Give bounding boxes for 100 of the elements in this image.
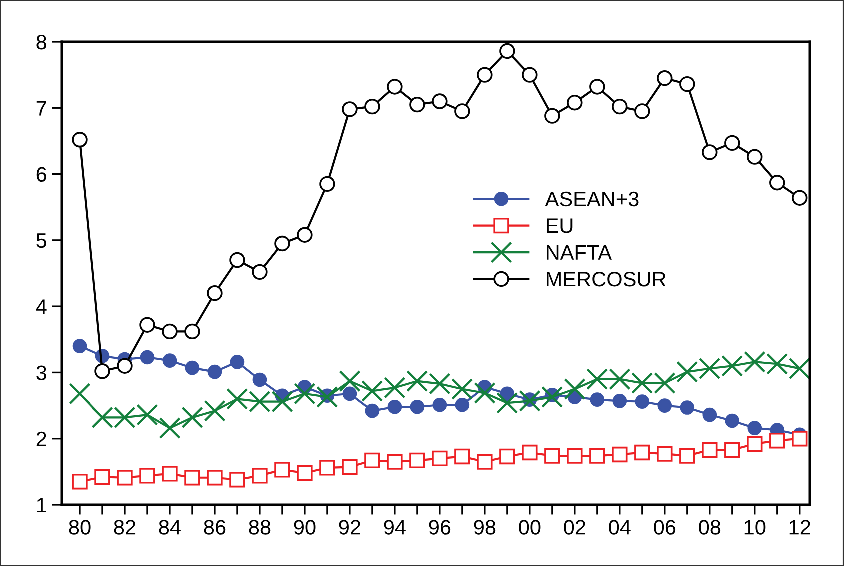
point <box>117 358 133 374</box>
point <box>634 104 650 120</box>
point <box>500 448 516 465</box>
point <box>590 448 606 464</box>
x-tick-label: 06 <box>654 520 676 535</box>
point <box>387 79 403 95</box>
point <box>339 370 361 392</box>
point <box>658 398 672 413</box>
x-tick-label: 82 <box>114 520 136 535</box>
point <box>612 98 628 115</box>
point <box>72 132 88 148</box>
point <box>252 372 268 388</box>
point <box>477 454 493 470</box>
x-tick-label: 86 <box>204 520 226 535</box>
x-tick-label: 92 <box>339 520 360 535</box>
point <box>230 472 246 488</box>
point <box>432 450 448 467</box>
x-tick-label: 02 <box>564 520 586 535</box>
point <box>702 408 718 422</box>
point <box>342 386 358 402</box>
x-tick-label: 10 <box>744 520 766 535</box>
point <box>410 96 426 113</box>
x-tick-label: 80 <box>69 520 91 535</box>
point <box>770 432 786 449</box>
point <box>452 378 474 400</box>
point <box>544 108 560 124</box>
point <box>230 252 246 268</box>
y-tick-label: 3 <box>36 366 46 380</box>
legend-label: MERCOSUR <box>547 272 666 287</box>
point <box>724 442 740 458</box>
point <box>500 43 516 60</box>
y-tick-label: 7 <box>36 101 46 116</box>
point <box>410 452 426 469</box>
point <box>702 144 718 160</box>
point <box>72 339 88 354</box>
x-tick-label: 94 <box>384 520 406 535</box>
point <box>316 386 338 408</box>
x-tick-label: 84 <box>159 520 181 535</box>
point <box>590 392 605 407</box>
point <box>454 448 470 465</box>
point <box>410 400 425 414</box>
point <box>612 394 628 408</box>
point <box>252 468 268 484</box>
point <box>567 95 583 111</box>
point <box>297 227 313 243</box>
point <box>182 406 204 429</box>
y-tick-label: 6 <box>36 167 46 182</box>
point <box>230 354 245 370</box>
point <box>320 460 336 476</box>
legend-label: EU <box>547 218 573 234</box>
point <box>294 383 316 405</box>
point <box>567 448 583 464</box>
point <box>387 454 403 470</box>
point <box>542 386 564 408</box>
x-tick-label: 98 <box>474 520 496 535</box>
point <box>320 176 336 192</box>
point <box>770 175 786 191</box>
point <box>747 149 763 165</box>
y-tick-label: 8 <box>36 35 47 50</box>
point <box>522 444 538 461</box>
point <box>680 448 696 464</box>
point <box>117 470 133 486</box>
point <box>162 324 178 340</box>
x-tick-label: 00 <box>519 520 541 535</box>
point <box>590 79 606 95</box>
point <box>384 377 406 399</box>
y-tick-label: 5 <box>36 234 47 248</box>
point <box>140 317 156 333</box>
point <box>140 468 156 484</box>
point <box>657 70 673 86</box>
point <box>140 350 155 365</box>
point <box>207 470 223 486</box>
point <box>274 236 290 252</box>
point <box>297 465 313 482</box>
point <box>252 264 268 280</box>
x-tick-label: 04 <box>609 520 631 535</box>
point <box>634 444 650 461</box>
point <box>274 462 290 478</box>
point <box>792 190 808 206</box>
point <box>680 76 696 92</box>
x-tick-label: 08 <box>699 520 721 535</box>
x-tick-label: 90 <box>294 520 316 535</box>
y-tick-label: 4 <box>36 300 47 314</box>
point <box>657 446 673 462</box>
point <box>724 135 740 152</box>
point <box>342 102 358 118</box>
point <box>72 474 88 490</box>
x-tick-label: 12 <box>790 520 810 535</box>
point <box>747 436 763 452</box>
point <box>454 104 470 120</box>
point <box>94 469 110 486</box>
legend-label: NAFTA <box>547 246 612 260</box>
point <box>365 404 380 418</box>
legend-label: ASEAN+3 <box>545 192 639 207</box>
point <box>184 324 200 340</box>
point <box>162 466 178 482</box>
point <box>477 67 493 83</box>
point <box>388 400 402 414</box>
point <box>69 383 91 405</box>
point <box>635 394 650 409</box>
